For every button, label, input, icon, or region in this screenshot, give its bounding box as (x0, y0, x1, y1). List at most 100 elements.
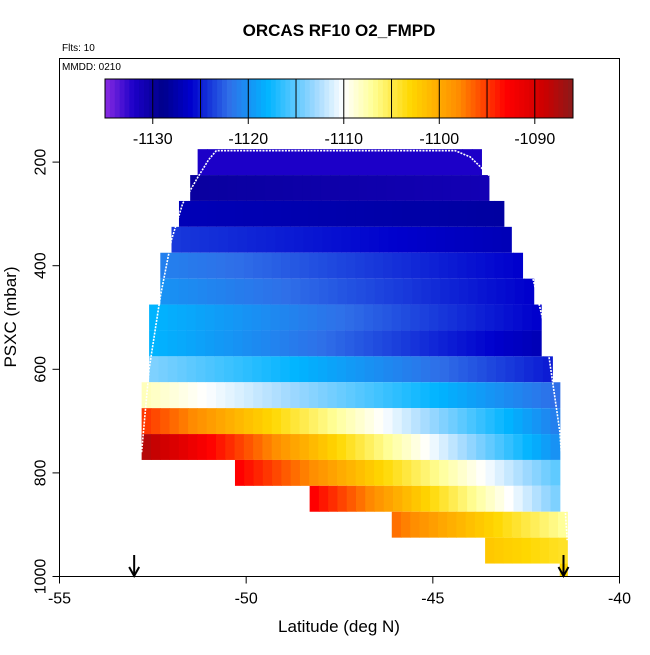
heatmap-cell (402, 485, 413, 512)
heatmap-cell (410, 200, 421, 227)
heatmap-cell (513, 252, 524, 279)
heatmap-cell (160, 252, 171, 279)
heatmap-cell (318, 252, 329, 279)
heatmap-cell (541, 459, 552, 486)
heatmap-cell (382, 330, 393, 357)
heatmap-cell (178, 278, 189, 305)
heatmap-cell (531, 485, 542, 512)
colorbar-segment (368, 79, 374, 118)
x-tick-label: -55 (48, 591, 71, 608)
colorbar-segment (495, 79, 501, 118)
heatmap-cell (318, 200, 329, 227)
heatmap-cell (281, 278, 292, 305)
colorbar-segment (295, 79, 301, 118)
heatmap-cell (252, 356, 263, 383)
heatmap-cell (318, 278, 329, 305)
heatmap-cell (328, 278, 339, 305)
heatmap-cell (415, 149, 426, 176)
colorbar-segment (207, 79, 213, 118)
x-axis-label: Latitude (deg N) (278, 617, 400, 636)
heatmap-cell (435, 226, 446, 253)
heatmap-cell (264, 175, 275, 201)
heatmap-cell (346, 382, 356, 409)
heatmap-cell (448, 485, 459, 512)
colorbar-segment (504, 79, 511, 118)
heatmap-cell (206, 408, 217, 435)
heatmap-cell (317, 356, 328, 383)
heatmap-cell (412, 278, 423, 305)
heatmap-cell (383, 356, 394, 383)
heatmap-cell (178, 382, 189, 409)
colorbar-segment (402, 79, 408, 118)
heatmap-cell (522, 459, 533, 486)
heatmap-cell (391, 511, 402, 538)
heatmap-cell (150, 408, 161, 435)
heatmap-cell (477, 278, 488, 305)
heatmap-cell (374, 485, 385, 512)
heatmap-cell (311, 149, 322, 176)
colorbar-segment (514, 79, 520, 118)
heatmap-cell (428, 511, 439, 538)
heatmap-cell (373, 408, 384, 435)
heatmap-cell (474, 511, 485, 538)
heatmap-cell (457, 408, 468, 435)
heatmap-cell (410, 304, 421, 331)
heatmap-cell (169, 408, 180, 435)
heatmap-cell (299, 459, 310, 486)
heatmap-cell (199, 226, 210, 253)
heatmap-cell (504, 434, 514, 460)
heatmap-cell (167, 330, 178, 357)
heatmap-cell (539, 537, 550, 564)
heatmap-cell (327, 382, 338, 409)
heatmap-cell (448, 408, 459, 435)
heatmap-cell (309, 459, 320, 486)
heatmap-cell (420, 252, 431, 279)
heatmap-cell (188, 408, 198, 435)
colorbar-segment (304, 79, 311, 118)
heatmap-cell (190, 175, 201, 201)
heatmap-cell (327, 356, 338, 383)
heatmap-cell (337, 278, 348, 305)
heatmap-cell (364, 408, 375, 435)
heatmap-cell (484, 511, 494, 538)
colorbar-segment (134, 79, 140, 118)
heatmap-cell (447, 304, 458, 331)
heatmap-cell (253, 382, 264, 409)
heatmap-cell (476, 485, 487, 512)
colorbar-segment (431, 79, 437, 118)
heatmap-cell (197, 278, 208, 305)
heatmap-cell (456, 511, 467, 538)
heatmap-cell (355, 434, 366, 460)
heatmap-cell (405, 149, 416, 176)
heatmap-cell (364, 252, 375, 279)
colorbar-segment (290, 79, 296, 118)
heatmap-cell (242, 356, 253, 383)
heatmap-cell (214, 304, 225, 331)
heatmap-cell (494, 382, 505, 409)
colorbar-segment (187, 79, 194, 118)
colorbar-segment (538, 79, 545, 118)
heatmap-cell (438, 382, 449, 409)
heatmap-cell (492, 226, 503, 253)
colorbar-segment (548, 79, 554, 118)
heatmap-cell (292, 149, 303, 176)
heatmap-cell (335, 304, 346, 331)
heatmap-cell (485, 304, 496, 331)
heatmap-cell (465, 511, 476, 538)
heatmap-cell (186, 356, 197, 383)
heatmap-cell (308, 200, 319, 227)
y-axis-label: PSXC (mbar) (1, 266, 20, 367)
colorbar-segment (465, 79, 472, 118)
colorbar-segment (558, 79, 564, 118)
heatmap-cell (256, 226, 267, 253)
heatmap-cell (513, 330, 524, 357)
heatmap-cell (299, 252, 310, 279)
y-tick-label: 200 (33, 149, 50, 176)
heatmap-cell (337, 485, 348, 512)
colorbar-segment (202, 79, 208, 118)
colorbar-segment (480, 79, 486, 118)
heatmap-cell (402, 356, 413, 383)
heatmap-cell (299, 408, 310, 435)
x-tick-label: -40 (608, 591, 631, 608)
heatmap-cell (299, 382, 310, 409)
